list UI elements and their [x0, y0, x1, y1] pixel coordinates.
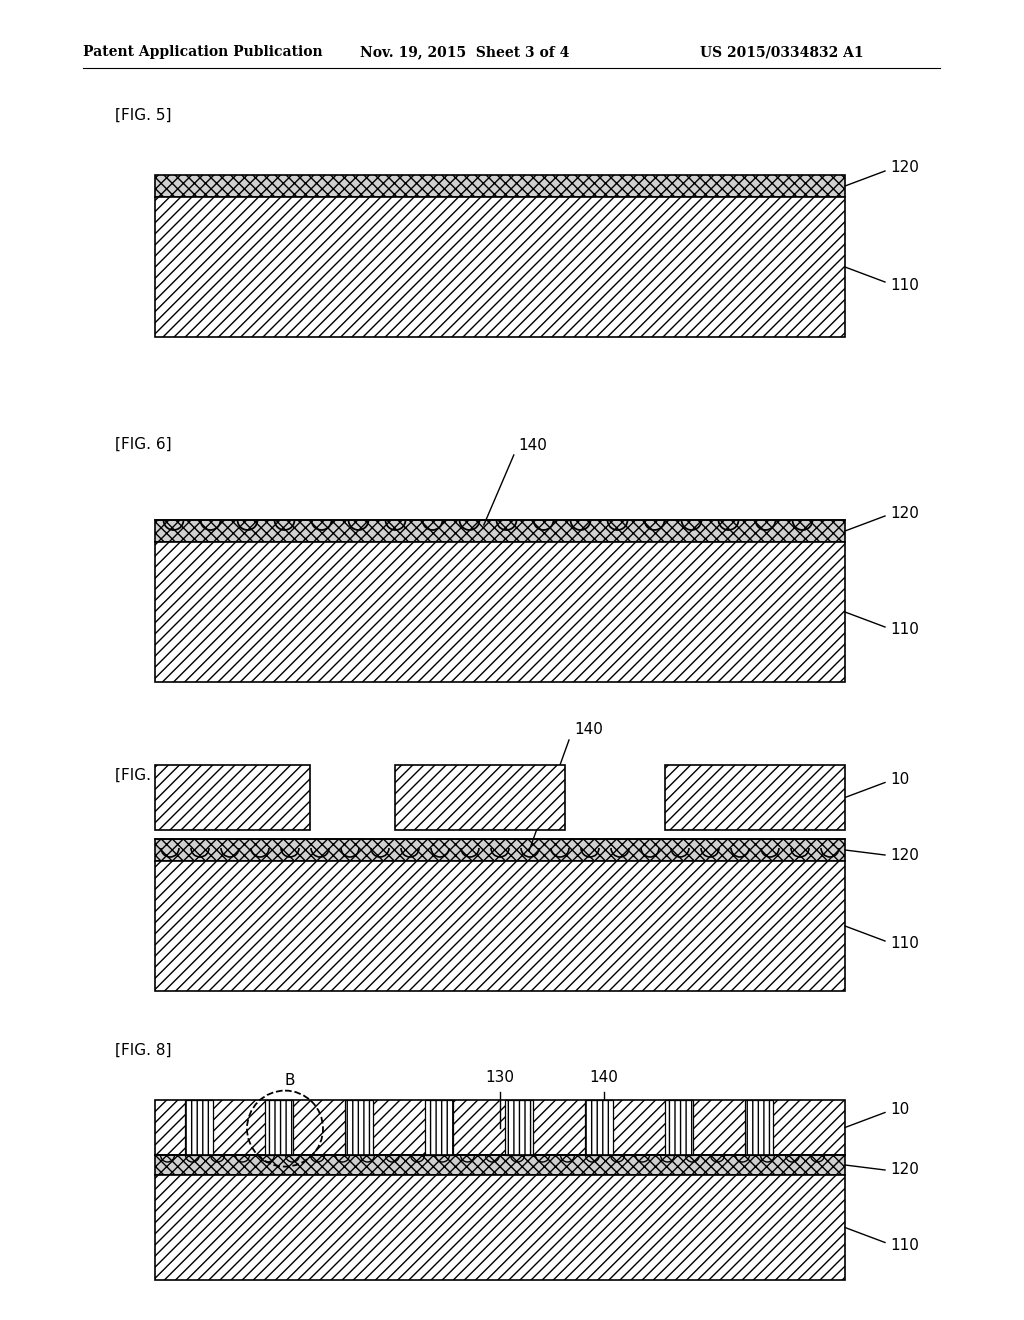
Text: 10: 10 [890, 1102, 909, 1117]
Bar [155, 520, 845, 543]
Bar [155, 840, 845, 861]
Bar [185, 1100, 213, 1155]
Text: 140: 140 [589, 1071, 617, 1085]
Bar [345, 1100, 373, 1155]
Bar [505, 1100, 534, 1155]
Text: [FIG. 8]: [FIG. 8] [115, 1043, 171, 1059]
Bar [155, 766, 310, 830]
Bar [665, 766, 845, 830]
Text: 120: 120 [890, 161, 919, 176]
Text: 120: 120 [890, 506, 919, 520]
Text: 120: 120 [890, 847, 919, 862]
Text: 110: 110 [890, 623, 919, 638]
Bar [265, 1100, 293, 1155]
Bar [155, 1155, 845, 1175]
Text: 140: 140 [519, 437, 548, 453]
Text: US 2015/0334832 A1: US 2015/0334832 A1 [700, 45, 863, 59]
Bar [155, 197, 845, 337]
Text: 140: 140 [574, 722, 603, 738]
Text: Patent Application Publication: Patent Application Publication [83, 45, 323, 59]
Text: 120: 120 [890, 1163, 919, 1177]
Bar [665, 1100, 693, 1155]
Bar [155, 1175, 845, 1280]
Text: B: B [285, 1073, 295, 1088]
Text: 110: 110 [890, 277, 919, 293]
Bar [155, 543, 845, 682]
Text: 110: 110 [890, 936, 919, 952]
Text: [FIG. 6]: [FIG. 6] [115, 437, 172, 451]
Bar [745, 1100, 773, 1155]
Text: 130: 130 [485, 1071, 514, 1085]
Text: [FIG. 7]: [FIG. 7] [115, 768, 171, 783]
Bar [155, 176, 845, 197]
Bar [585, 1100, 613, 1155]
Text: [FIG. 5]: [FIG. 5] [115, 108, 171, 123]
Text: Nov. 19, 2015  Sheet 3 of 4: Nov. 19, 2015 Sheet 3 of 4 [360, 45, 569, 59]
Bar [425, 1100, 453, 1155]
Text: 110: 110 [890, 1238, 919, 1253]
Bar [395, 766, 565, 830]
Bar [155, 1100, 845, 1155]
Bar [155, 861, 845, 991]
Text: 10: 10 [890, 772, 909, 787]
